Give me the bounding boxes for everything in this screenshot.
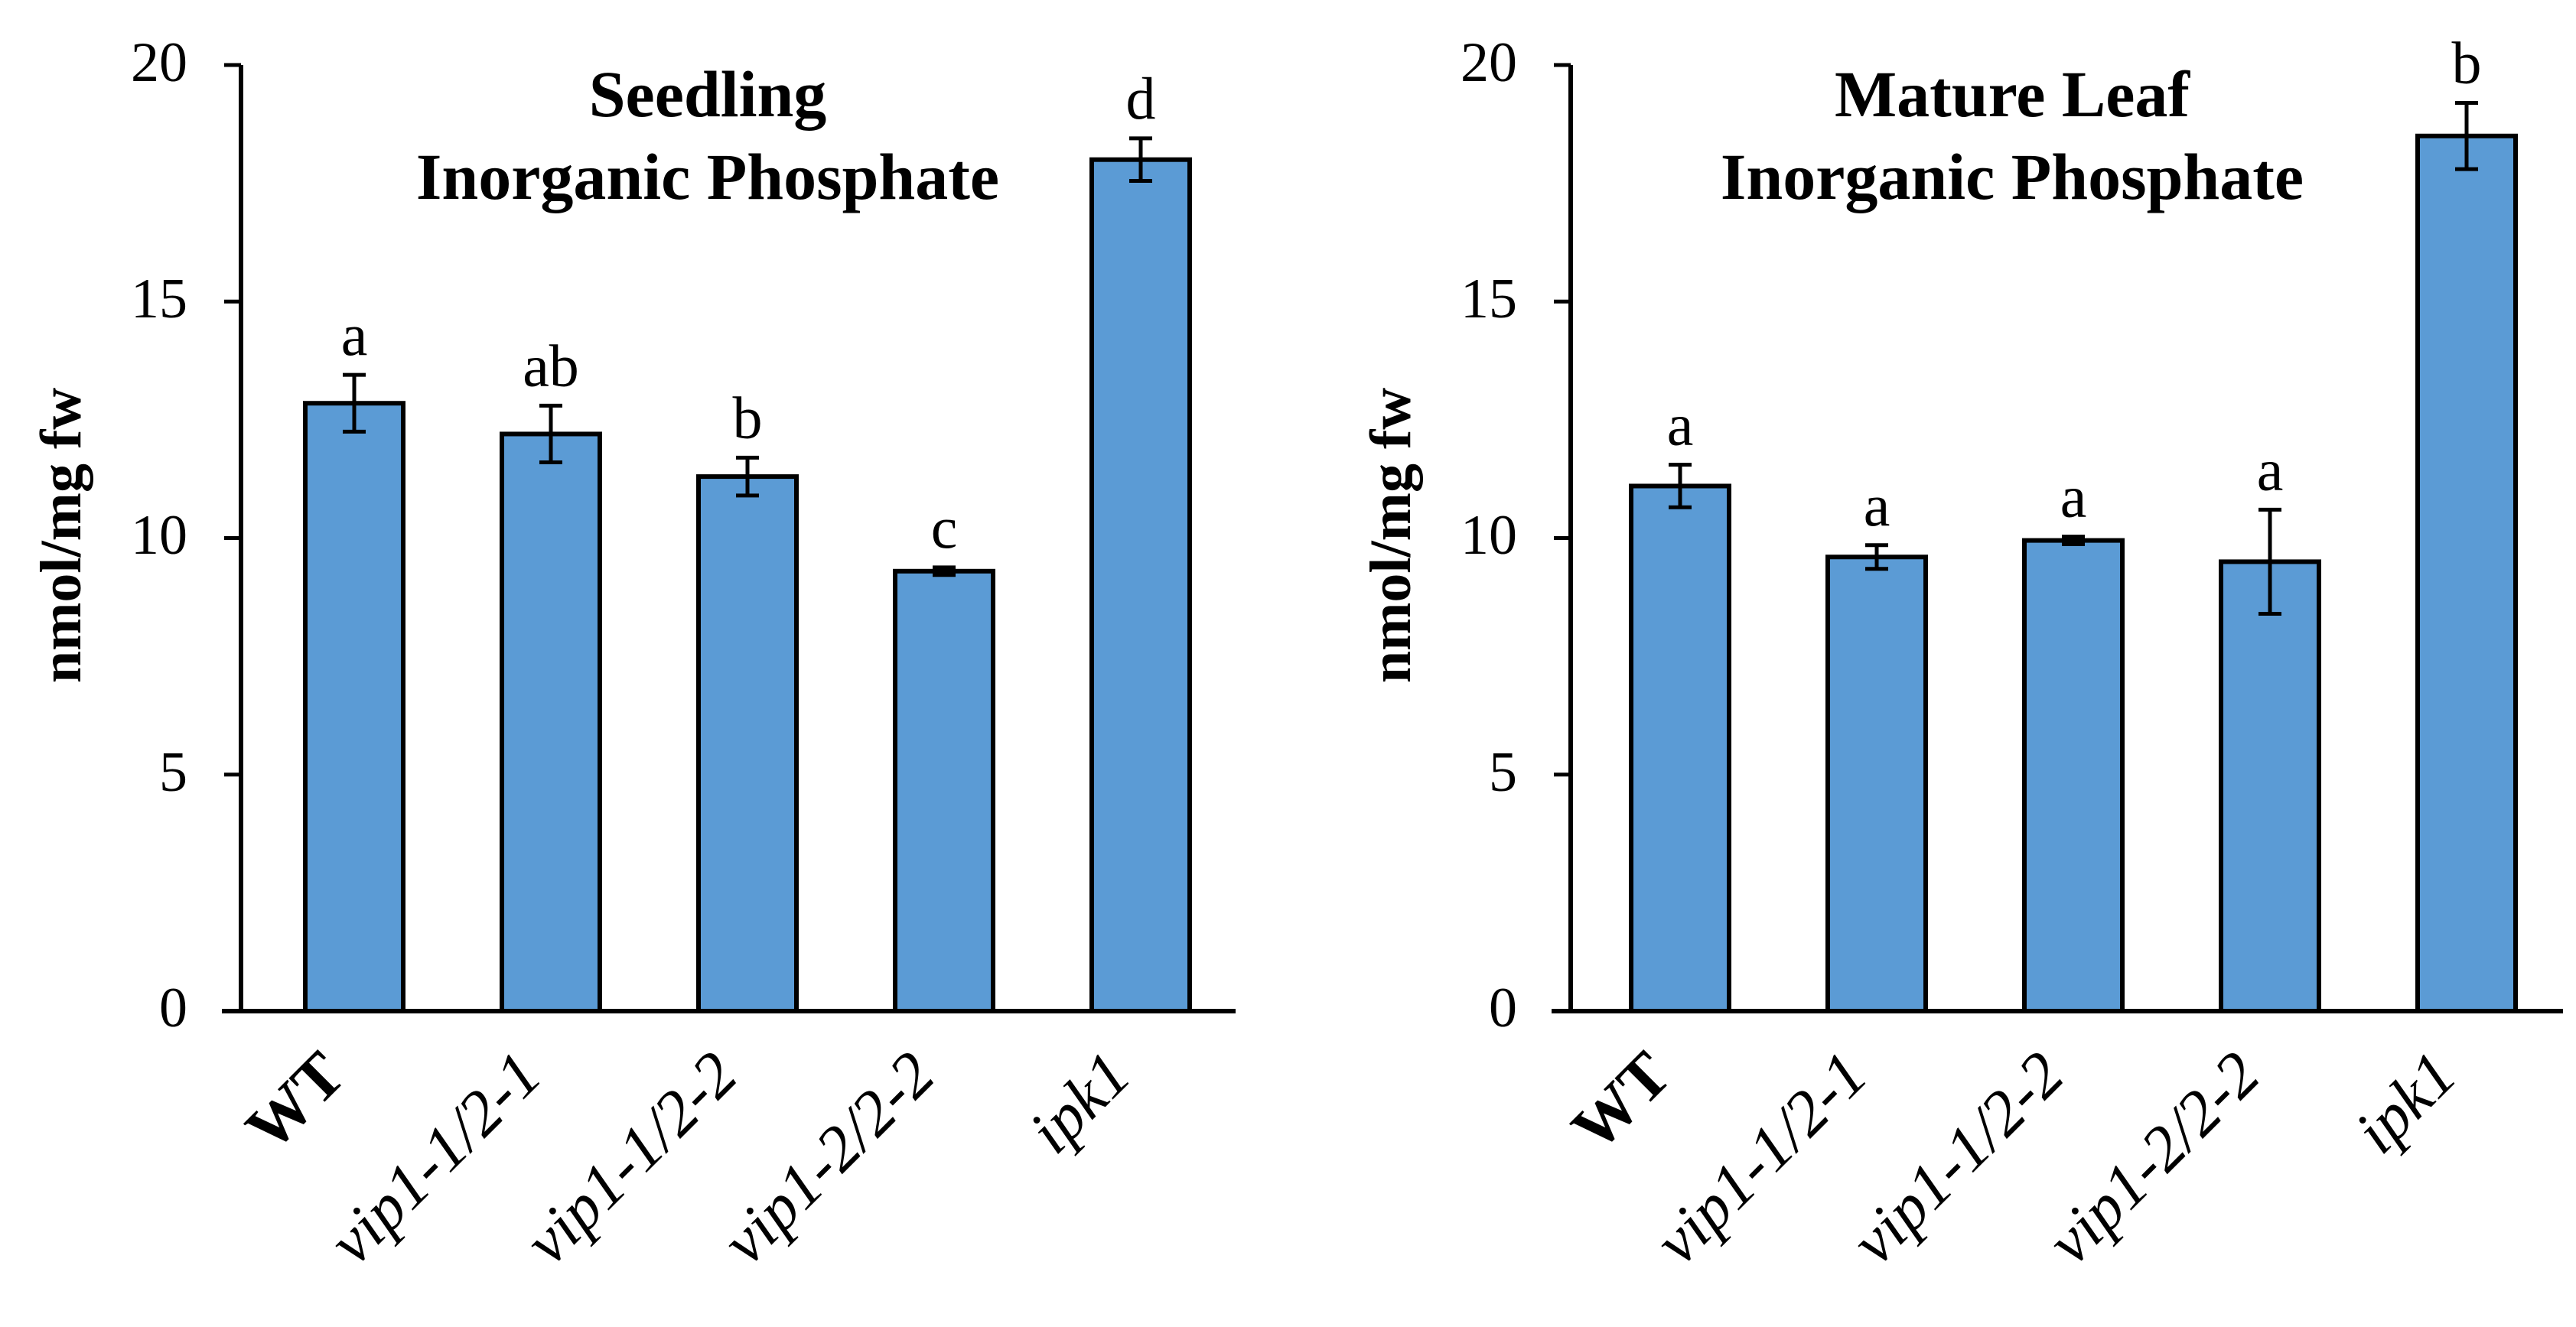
x-category-label: vip1-1/2-2 [511, 1039, 751, 1278]
x-category-label: WT [1558, 1039, 1685, 1165]
y-axis-label: nmol/mg fw [29, 388, 93, 683]
chart-panel-mature-leaf: Mature Leaf Inorganic Phosphate nmol/mg … [1359, 29, 2563, 1278]
y-tick-label: 0 [159, 977, 187, 1039]
significance-label: c [931, 494, 958, 561]
y-tick-label: 20 [131, 31, 187, 94]
error-bar [1865, 543, 1888, 571]
bar [1089, 157, 1192, 1014]
error-bar [2258, 507, 2281, 616]
y-tick-label: 20 [1461, 31, 1517, 94]
y-axis-ticks: 0 5 10 15 20 [1461, 31, 1517, 1039]
bar [500, 431, 602, 1013]
significance-label: a [1667, 392, 1694, 458]
chart-title-line-2: Inorganic Phosphate [1721, 140, 2304, 213]
x-category-label: vip1-2/2-2 [708, 1039, 948, 1278]
bar [1825, 555, 1928, 1013]
error-bar [1129, 136, 1152, 184]
x-axis-category-labels: WT vip1-1/2-1 vip1-1/2-2 vip1-2/2-2 ipk1 [233, 1039, 1145, 1278]
bar [2219, 559, 2321, 1013]
error-bar [539, 403, 562, 465]
significance-label: a [2257, 436, 2284, 503]
chart-title-line-2: Inorganic Phosphate [416, 140, 999, 213]
significance-label: d [1126, 65, 1156, 132]
chart-title-line-1: Seedling [589, 57, 827, 131]
y-axis-ticks: 0 5 10 15 20 [131, 31, 187, 1039]
bar-series: a a a a b [1554, 29, 2518, 1013]
x-category-label: vip1-1/2-2 [1838, 1039, 2077, 1278]
significance-label: b [2452, 29, 2482, 96]
bar [2022, 538, 2125, 1013]
bar [893, 568, 995, 1013]
significance-label: a [341, 301, 368, 368]
significance-label: b [733, 384, 763, 450]
y-tick-label: 15 [1461, 268, 1517, 330]
bar [2415, 133, 2518, 1013]
y-tick-label: 5 [1489, 741, 1517, 804]
x-axis-category-labels: WT vip1-1/2-1 vip1-1/2-2 vip1-2/2-2 ipk1 [1558, 1039, 2470, 1278]
x-category-label: ipk1 [2341, 1039, 2470, 1167]
y-tick-label: 5 [159, 741, 187, 804]
bar [696, 474, 799, 1013]
x-category-label: ipk1 [1015, 1039, 1144, 1167]
error-bar [736, 455, 759, 498]
error-bar [1669, 463, 1692, 509]
error-bar [2062, 535, 2085, 547]
significance-label: ab [523, 332, 579, 398]
chart-title-line-1: Mature Leaf [1835, 57, 2190, 131]
y-tick-label: 10 [131, 504, 187, 567]
error-bar [933, 565, 956, 577]
error-bar [343, 372, 366, 434]
bar-series: a ab b c d [224, 63, 1192, 1014]
bar [303, 401, 405, 1013]
chart-panel-seedling: Seedling Inorganic Phosphate nmol/mg fw … [29, 31, 1236, 1278]
x-category-label: vip1-1/2-1 [1641, 1039, 1881, 1278]
y-tick-label: 15 [131, 268, 187, 330]
y-axis-label: nmol/mg fw [1359, 388, 1423, 683]
significance-label: a [1864, 472, 1890, 538]
bar [1629, 483, 1731, 1013]
y-tick-label: 10 [1461, 504, 1517, 567]
x-category-label: vip1-1/2-1 [315, 1039, 555, 1278]
x-category-label: vip1-2/2-2 [2034, 1039, 2273, 1278]
significance-label: a [2060, 463, 2087, 530]
y-tick-label: 0 [1489, 977, 1517, 1039]
x-category-label: WT [233, 1039, 359, 1165]
error-bar [2455, 100, 2478, 171]
